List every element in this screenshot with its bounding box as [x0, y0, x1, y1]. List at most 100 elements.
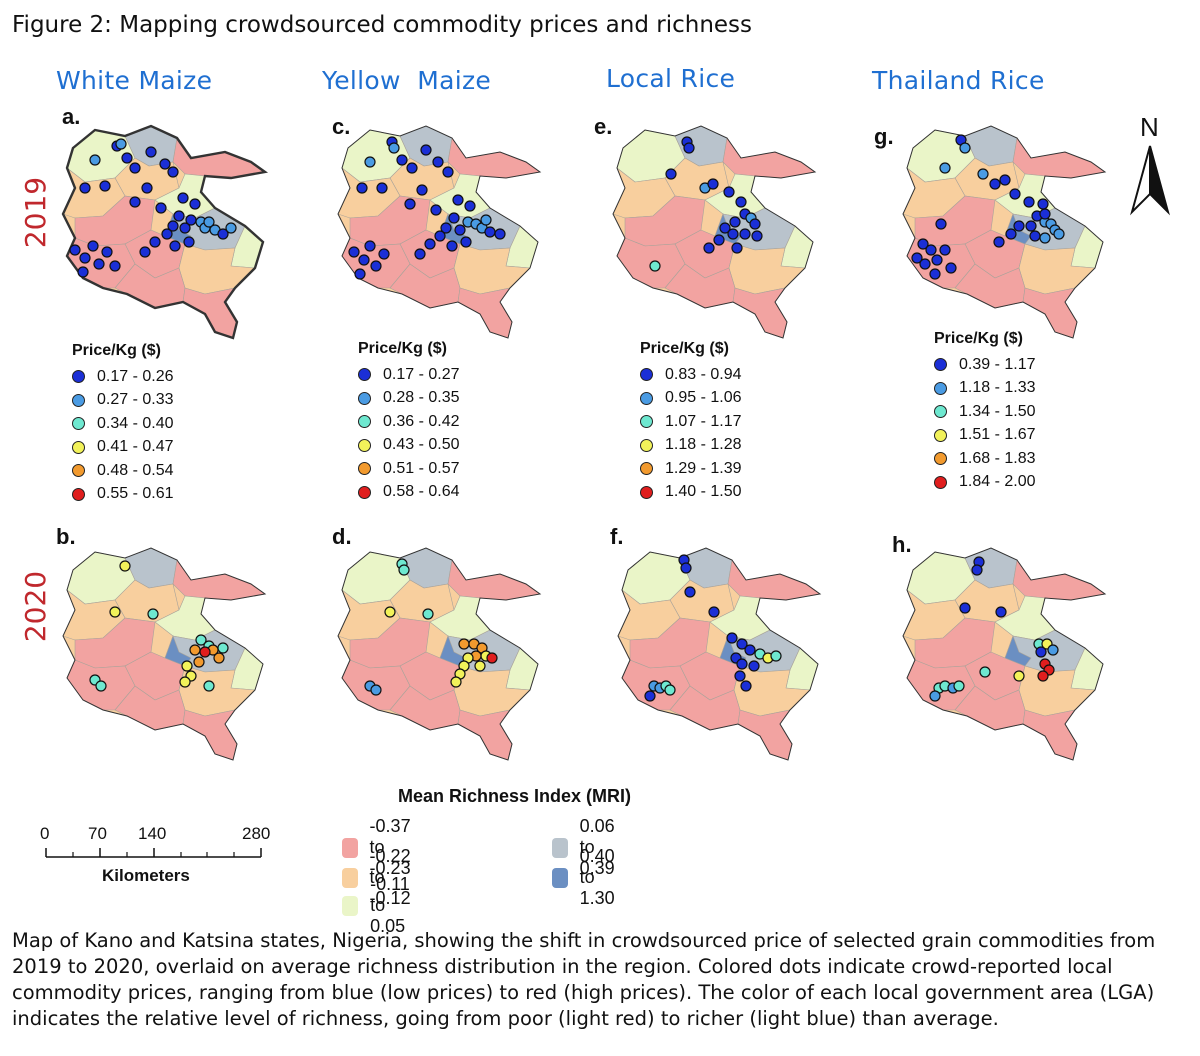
- price-point: [494, 228, 506, 240]
- price-point: [1029, 230, 1041, 242]
- legend-entry: 1.68 - 1.83: [934, 447, 1036, 471]
- price-point: [406, 162, 418, 174]
- price-point: [213, 652, 225, 664]
- price-point: [161, 228, 173, 240]
- panel-label-f: f.: [610, 524, 624, 549]
- price-point: [452, 194, 464, 206]
- mri-swatch: [342, 867, 358, 888]
- lga-region: [732, 287, 788, 339]
- legend-entry: 1.34 - 1.50: [934, 400, 1036, 424]
- price-point: [440, 222, 452, 234]
- legend-entry: 0.51 - 0.57: [358, 457, 460, 481]
- price-dot-icon: [640, 462, 653, 476]
- price-dot-icon: [934, 358, 947, 372]
- state-border: [902, 125, 1107, 339]
- price-point: [1037, 198, 1049, 210]
- price-point: [458, 638, 470, 650]
- state-border: [337, 125, 542, 339]
- price-point: [683, 142, 695, 154]
- price-point: [925, 244, 937, 256]
- price-point: [364, 240, 376, 252]
- price-point: [101, 246, 113, 258]
- scale-tick-label: 70: [88, 824, 107, 843]
- state-border: [337, 547, 542, 761]
- price-point: [929, 690, 941, 702]
- price-point: [141, 182, 153, 194]
- price-point: [1005, 228, 1017, 240]
- price-point: [1039, 208, 1051, 220]
- map-white-maize-2020: [62, 547, 267, 761]
- column-title-local-rice: Local Rice: [606, 64, 736, 93]
- state-border: [617, 547, 822, 761]
- lga-region: [1004, 635, 1032, 667]
- price-point: [708, 606, 720, 618]
- price-point: [744, 644, 756, 656]
- price-point: [378, 248, 390, 260]
- price-point: [959, 602, 971, 614]
- north-arrow-icon: [1130, 145, 1170, 216]
- price-point: [384, 606, 396, 618]
- lga-region: [447, 137, 541, 179]
- price-point: [193, 656, 205, 668]
- price-dot-icon: [358, 415, 371, 429]
- price-point: [348, 246, 360, 258]
- price-point: [935, 218, 947, 230]
- price-point: [195, 634, 207, 646]
- price-point: [748, 660, 760, 672]
- price-dot-icon: [72, 440, 85, 454]
- lga-region: [457, 287, 513, 339]
- legend-entry: 0.39 - 1.17: [934, 353, 1036, 377]
- price-point: [484, 226, 496, 238]
- price-point: [179, 676, 191, 688]
- price-point: [993, 236, 1005, 248]
- price-point: [723, 186, 735, 198]
- price-point: [736, 658, 748, 670]
- price-point: [109, 606, 121, 618]
- price-point: [167, 220, 179, 232]
- price-point: [155, 202, 167, 214]
- price-point: [751, 230, 763, 242]
- price-point: [448, 212, 460, 224]
- price-dot-icon: [934, 381, 947, 395]
- price-point: [119, 560, 131, 572]
- legend-entry: 0.27 - 0.33: [72, 389, 174, 413]
- price-point: [89, 154, 101, 166]
- map-local-rice-2019: [612, 125, 817, 339]
- panel-label-a: a.: [62, 104, 81, 129]
- scale-tick-label: 280: [242, 824, 271, 843]
- price-point: [189, 644, 201, 656]
- price-point: [1053, 228, 1065, 240]
- legend-title: Price/Kg ($): [640, 340, 729, 357]
- price-dot-icon: [72, 370, 85, 384]
- price-point: [364, 156, 376, 168]
- price-point: [703, 242, 715, 254]
- price-point: [1037, 670, 1049, 682]
- price-point: [931, 254, 943, 266]
- legend-entry: 1.18 - 1.33: [934, 377, 1036, 401]
- price-point: [460, 236, 472, 248]
- price-point: [739, 228, 751, 240]
- figure-title: Figure 2: Mapping crowdsourced commodity…: [12, 12, 753, 38]
- price-dot-icon: [640, 438, 653, 452]
- price-dot-icon: [72, 464, 85, 478]
- price-point: [719, 222, 731, 234]
- price-legend-white-maize: Price/Kg ($) 0.17 - 0.26 0.27 - 0.33 0.3…: [72, 342, 174, 506]
- mri-swatch: [342, 895, 359, 916]
- mri-swatch: [342, 837, 358, 858]
- price-point: [727, 228, 739, 240]
- price-point: [145, 146, 157, 158]
- mri-legend-entry: -0.37 to -0.23: [342, 816, 425, 879]
- price-point: [95, 680, 107, 692]
- price-point: [474, 660, 486, 672]
- price-dot-icon: [640, 415, 653, 429]
- panel-label-g: g.: [874, 124, 894, 149]
- price-point: [173, 210, 185, 222]
- price-point: [713, 234, 725, 246]
- price-point: [1025, 220, 1037, 232]
- price-point: [69, 244, 81, 256]
- price-point: [989, 178, 1001, 190]
- price-point: [217, 228, 229, 240]
- map-yellow-maize-2020: [337, 547, 542, 761]
- price-dot-icon: [72, 417, 85, 431]
- price-legend-local-rice: Price/Kg ($) 0.83 - 0.94 0.95 - 1.06 1.0…: [640, 340, 742, 504]
